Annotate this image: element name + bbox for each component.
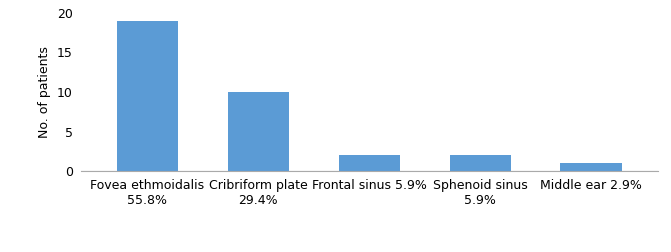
Bar [450, 155, 511, 171]
Bar [560, 163, 621, 171]
Y-axis label: No. of patients: No. of patients [38, 46, 52, 138]
Bar [227, 92, 289, 171]
Bar [339, 155, 399, 171]
Bar [117, 21, 178, 171]
